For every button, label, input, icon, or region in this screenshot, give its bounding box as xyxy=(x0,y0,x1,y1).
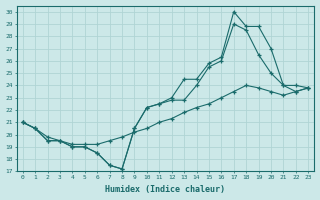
X-axis label: Humidex (Indice chaleur): Humidex (Indice chaleur) xyxy=(106,185,226,194)
